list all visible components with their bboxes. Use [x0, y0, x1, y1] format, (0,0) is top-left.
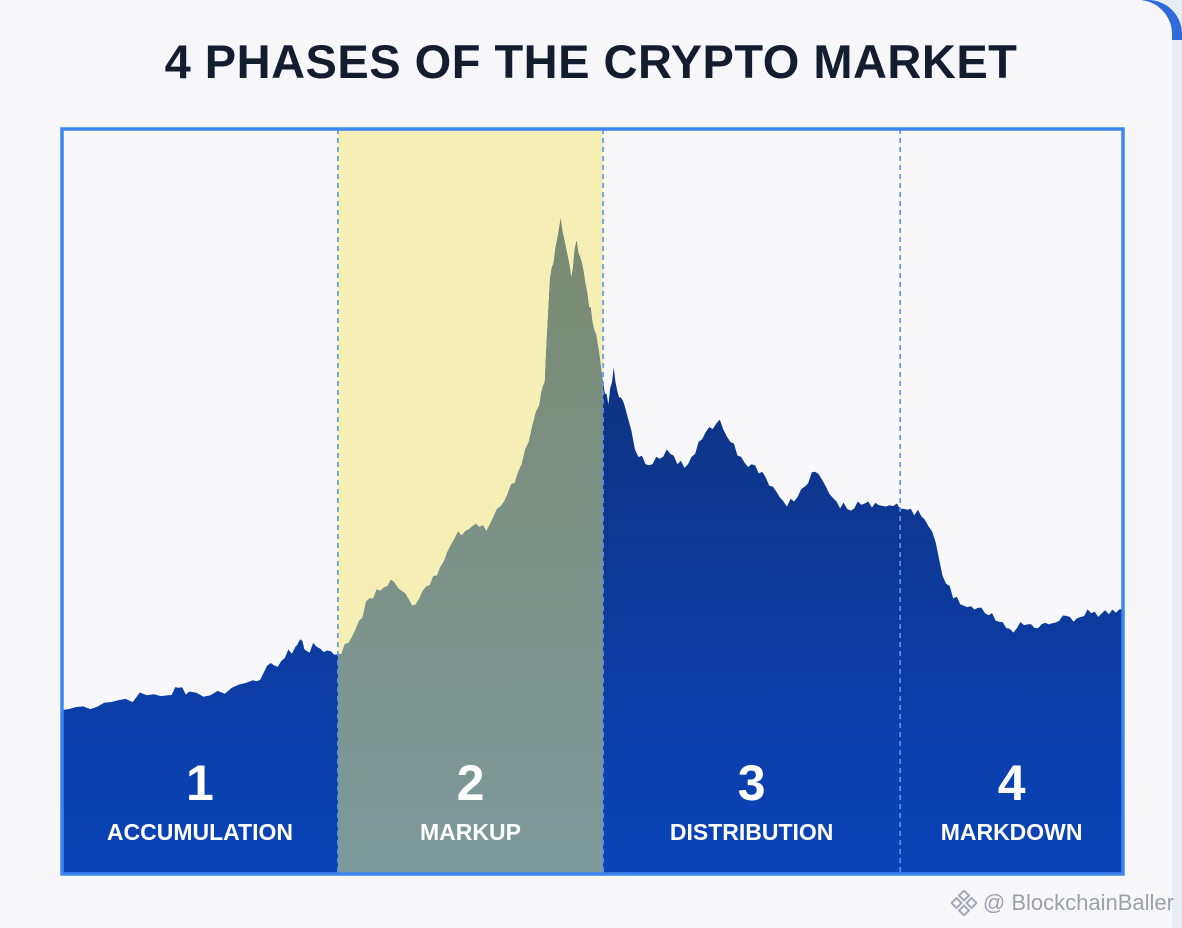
markup-area-overlay — [337, 218, 604, 874]
watermark-text: @ BlockchainBaller — [982, 890, 1174, 915]
phase-label-2: MARKUP — [420, 819, 521, 845]
phase-number-3: 3 — [738, 755, 766, 811]
phase-number-4: 4 — [998, 755, 1026, 811]
watermark: @ BlockchainBaller — [950, 890, 1174, 916]
phase-number-1: 1 — [186, 755, 214, 811]
phase-label-3: DISTRIBUTION — [670, 819, 834, 845]
plot-frame — [60, 127, 1125, 876]
phase-number-2: 2 — [457, 755, 485, 811]
phase-label-1: ACCUMULATION — [107, 819, 293, 845]
page-title: 4 PHASES OF THE CRYPTO MARKET — [164, 35, 1018, 88]
binance-logo-icon — [950, 890, 977, 916]
phase-label-4: MARKDOWN — [941, 819, 1083, 845]
